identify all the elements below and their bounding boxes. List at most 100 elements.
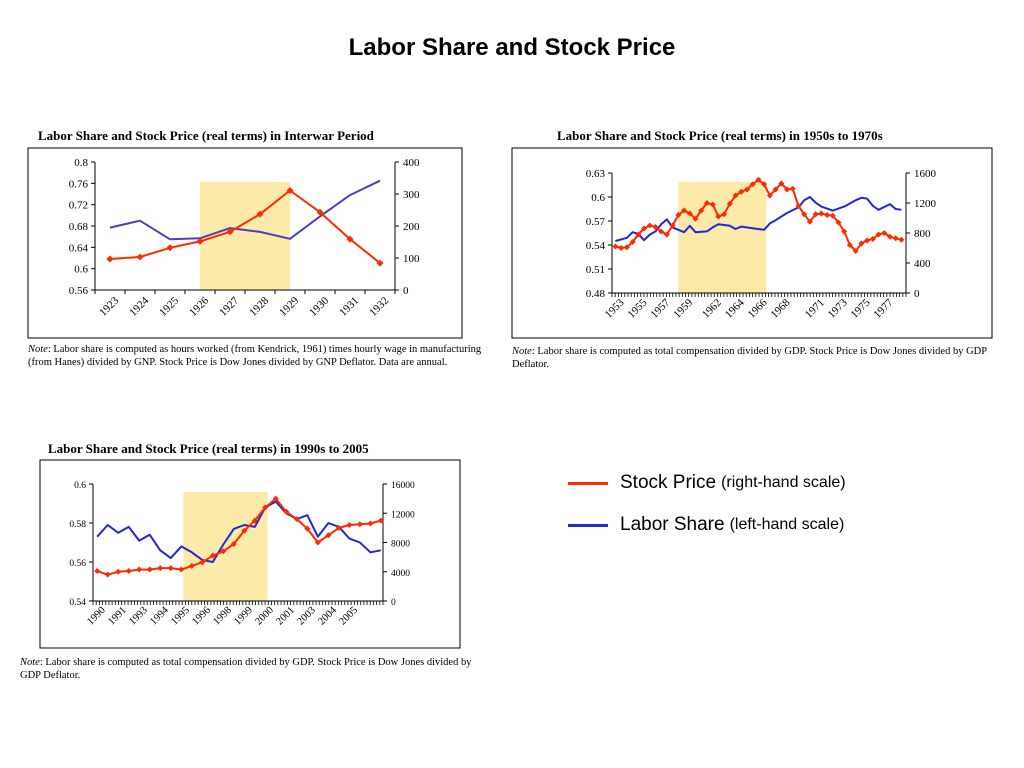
data-point-stock [721, 211, 728, 218]
right-tick-label: 8000 [391, 540, 410, 550]
data-point-stock [806, 218, 813, 225]
legend-label-stock: Stock Price [620, 472, 717, 493]
data-point-stock [703, 200, 710, 206]
x-tick-label: 1996 [190, 605, 213, 628]
series-line-stock [96, 497, 382, 576]
data-point-stock [188, 562, 195, 569]
right-tick-label: 12000 [391, 510, 415, 520]
left-tick-label: 0.54 [586, 240, 606, 252]
data-point-stock [686, 210, 693, 217]
data-point-stock [749, 181, 756, 188]
legend-label-labor: Labor Share [620, 514, 725, 535]
x-tick-label: 1991 [106, 605, 129, 628]
data-point-stock [115, 568, 122, 575]
data-point-stock [283, 508, 290, 515]
right-tick-label: 1200 [914, 198, 937, 210]
legend-swatch-labor [568, 523, 608, 527]
data-point-stock [652, 224, 659, 230]
note-label: Note [28, 344, 48, 355]
data-point-stock [658, 228, 665, 235]
right-tick-label: 4000 [391, 569, 410, 579]
page-title: Labor Share and Stock Price [348, 34, 676, 61]
shaded-period [183, 492, 268, 601]
legend-item-labor: Labor Share (left-hand scale) [568, 504, 988, 546]
data-point-stock [738, 188, 745, 195]
data-point-stock [199, 559, 206, 566]
right-tick-label: 100 [403, 253, 420, 265]
right-tick-label: 0 [391, 598, 396, 608]
data-point-stock [316, 208, 324, 216]
series-line-labor [109, 179, 381, 241]
data-point-stock [846, 242, 853, 248]
x-tick-label: 2000 [253, 605, 276, 628]
right-tick-label: 0 [914, 288, 920, 300]
left-tick-label: 0.72 [69, 200, 88, 212]
left-tick-label: 0.56 [69, 285, 89, 297]
left-tick-label: 0.68 [69, 221, 89, 233]
data-point-stock [715, 213, 722, 220]
left-tick-label: 0.64 [69, 242, 89, 254]
data-point-stock [286, 186, 294, 194]
note-text: : Labor share is computed as total compe… [512, 346, 987, 370]
data-point-stock [789, 185, 796, 192]
legend: Stock Price (right-hand scale) Labor Sha… [568, 462, 988, 546]
data-point-stock [646, 222, 653, 229]
chart-frame [39, 459, 461, 649]
data-point-stock [376, 259, 384, 267]
data-point-stock [377, 517, 384, 524]
data-point-stock [898, 236, 905, 243]
left-tick-label: 0.6 [591, 192, 605, 204]
left-tick-label: 0.8 [74, 157, 88, 169]
chart-frame [511, 147, 993, 339]
data-point-stock [801, 211, 808, 218]
left-tick-label: 0.6 [74, 481, 86, 491]
right-tick-label: 300 [403, 189, 420, 201]
data-point-stock [262, 504, 269, 511]
left-tick-label: 0.58 [69, 520, 86, 530]
data-point-stock [795, 203, 802, 209]
chart-title-postwar: Labor Share and Stock Price (real terms)… [557, 128, 883, 143]
data-point-stock [367, 520, 374, 527]
data-point-stock [136, 253, 144, 261]
x-tick-label: 2004 [316, 604, 339, 627]
data-point-stock [761, 181, 768, 188]
x-tick-label: 2005 [337, 605, 360, 628]
data-point-stock [841, 228, 848, 235]
data-point-stock [784, 186, 791, 193]
data-point-stock [818, 210, 825, 217]
note-nineties: Note: Labor share is computed as total c… [20, 656, 480, 682]
data-point-stock [356, 521, 363, 528]
data-point-stock [220, 548, 227, 555]
left-tick-label: 0.76 [69, 178, 89, 190]
legend-item-stock: Stock Price (right-hand scale) [568, 462, 988, 504]
legend-sublabel-stock: (right-hand scale) [721, 474, 846, 491]
data-point-stock [732, 192, 739, 199]
data-point-stock [346, 235, 354, 243]
data-point-stock [709, 201, 716, 208]
data-point-stock [663, 231, 670, 238]
legend-swatch-stock [568, 481, 608, 485]
data-point-stock [209, 552, 216, 559]
data-point-stock [824, 212, 831, 218]
data-point-stock [230, 540, 237, 547]
x-tick-label: 1995 [169, 605, 192, 628]
data-point-stock [812, 211, 819, 218]
data-point-stock [612, 243, 619, 250]
x-tick-label: 1999 [232, 605, 255, 628]
data-point-stock [256, 210, 264, 218]
note-label: Note [20, 657, 40, 668]
data-point-stock [106, 255, 114, 263]
data-point-stock [869, 236, 876, 242]
data-point-stock [325, 532, 332, 539]
x-tick-label: 2003 [295, 605, 318, 628]
data-point-stock [881, 230, 888, 236]
data-point-stock [314, 539, 321, 546]
data-point-stock [669, 222, 676, 229]
data-point-stock [858, 240, 865, 247]
data-point-stock [166, 244, 174, 252]
data-point-stock [635, 231, 642, 238]
data-point-stock [755, 176, 762, 183]
legend-sublabel-labor: (left-hand scale) [729, 516, 845, 533]
left-tick-label: 0.6 [74, 264, 88, 276]
